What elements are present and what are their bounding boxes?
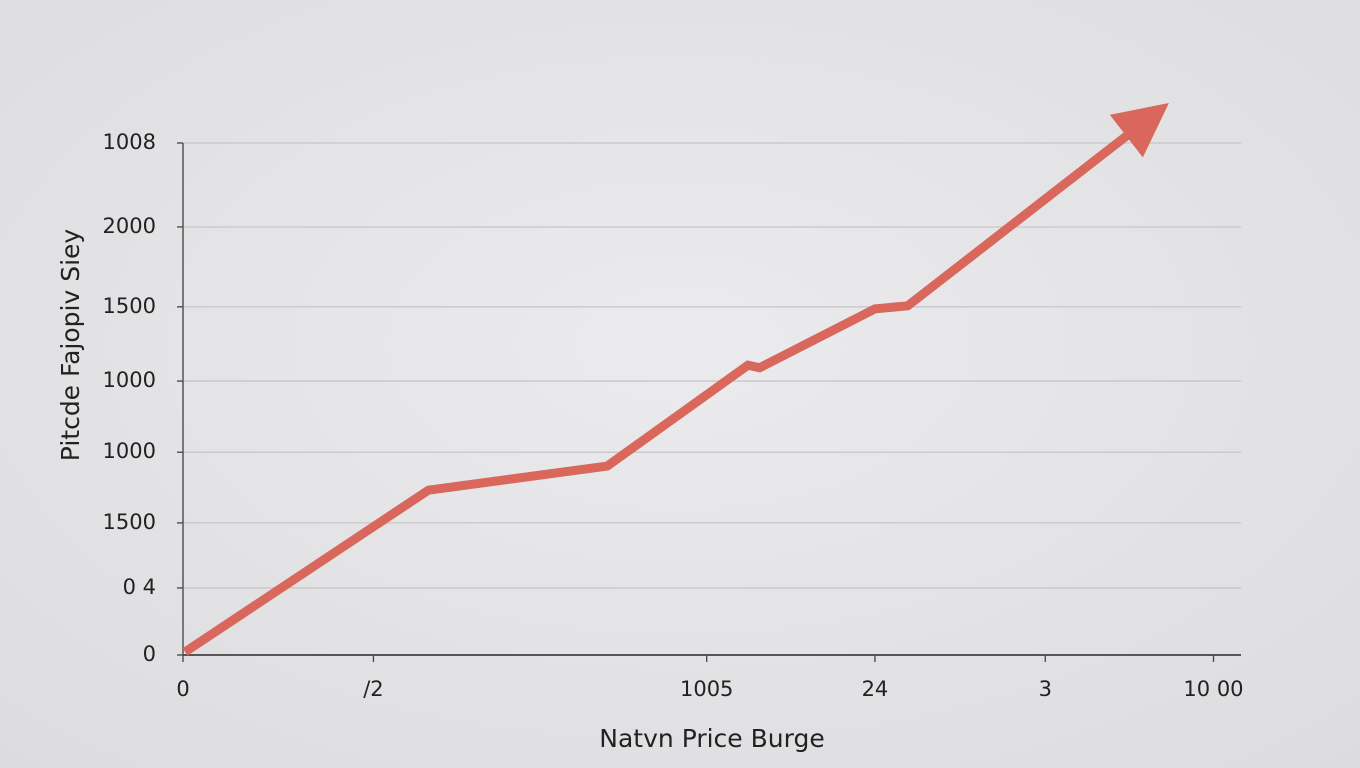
x-axis-label: Natvn Price Burge bbox=[599, 724, 824, 753]
y-tick-label: 0 bbox=[143, 642, 156, 666]
y-tick-label: 2000 bbox=[103, 214, 156, 238]
x-tick-label: 0 bbox=[176, 677, 189, 701]
y-tick-label: 0 4 bbox=[123, 575, 156, 599]
y-tick-label: 1000 bbox=[103, 439, 156, 463]
x-tick-label: 3 bbox=[1039, 677, 1052, 701]
y-tick-label: 1000 bbox=[103, 368, 156, 392]
y-tick-label: 1500 bbox=[103, 294, 156, 318]
x-tick-label: 10 00 bbox=[1183, 677, 1243, 701]
y-tick-label: 1500 bbox=[103, 510, 156, 534]
y-tick-label: 1008 bbox=[103, 130, 156, 154]
x-tick-label: /2 bbox=[363, 677, 383, 701]
y-axis-label: Pitcde Fajopiv Siey bbox=[56, 229, 85, 462]
x-tick-label: 1005 bbox=[680, 677, 733, 701]
trend-line bbox=[182, 103, 1169, 656]
x-tick-label: 24 bbox=[862, 677, 889, 701]
